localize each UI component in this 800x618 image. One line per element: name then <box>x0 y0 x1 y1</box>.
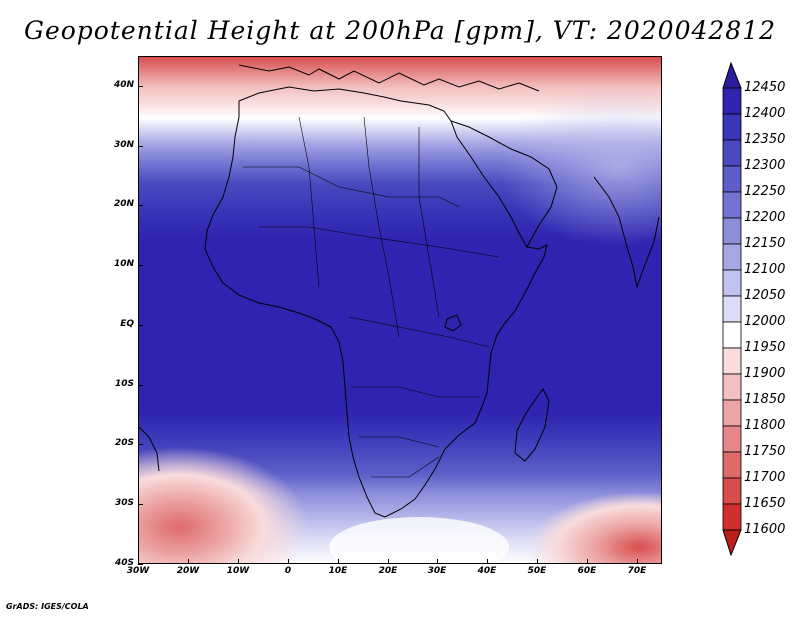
colorbar-level-label: 12350 <box>744 132 786 147</box>
colorbar-swatch <box>722 503 742 531</box>
colorbar-level-label: 12450 <box>744 80 786 95</box>
colorbar-level-label: 12400 <box>744 106 786 121</box>
colorbar-swatch <box>722 347 742 375</box>
lon-tick-mark <box>238 559 239 564</box>
lat-tick-label: 10N <box>113 259 134 269</box>
trough-northeast <box>499 87 661 247</box>
lon-tick-mark <box>587 559 588 564</box>
lat-tick-mark <box>138 325 143 326</box>
country-borders <box>243 116 500 478</box>
colorbar-swatch <box>722 269 742 297</box>
colorbar-level-label: 11700 <box>744 470 786 485</box>
map-panel <box>138 56 662 564</box>
lon-tick-mark <box>437 559 438 564</box>
lake-victoria <box>444 314 462 332</box>
lat-tick-label: EQ <box>120 319 134 329</box>
colorbar-swatch <box>722 477 742 505</box>
lon-tick-mark <box>537 559 538 564</box>
lon-tick-mark <box>338 559 339 564</box>
lat-tick-mark <box>138 86 143 87</box>
colorbar-swatch <box>722 87 742 115</box>
lon-tick-label: 0 <box>284 566 292 576</box>
lat-tick-label: 30N <box>113 140 134 150</box>
lat-tick-label: 10S <box>114 379 134 389</box>
low-height-region-southeast <box>529 492 661 563</box>
colorbar-level-label: 11900 <box>744 366 786 381</box>
colorbar-swatch <box>722 113 742 141</box>
low-height-region-southwest <box>139 447 309 563</box>
madagascar-coastline <box>514 388 550 462</box>
geopotential-field-map <box>139 57 661 563</box>
arabia-coastline <box>450 120 558 248</box>
lon-tick-label: 40E <box>477 566 497 576</box>
colorbar-min-triangle <box>722 529 742 556</box>
colorbar-level-label: 12000 <box>744 314 786 329</box>
lat-tick-mark <box>138 444 143 445</box>
colorbar-swatch <box>722 399 742 427</box>
colorbar-level-label: 12100 <box>744 262 786 277</box>
colorbar-level-label: 12150 <box>744 236 786 251</box>
lat-tick-mark <box>138 205 143 206</box>
lon-tick-mark <box>288 559 289 564</box>
colorbar-max-triangle <box>722 62 742 89</box>
ridge-south-atlantic <box>329 517 509 563</box>
colorbar-level-label: 11850 <box>744 392 786 407</box>
colorbar-level-label: 11950 <box>744 340 786 355</box>
colorbar <box>722 62 742 556</box>
india-coastline <box>593 176 660 289</box>
lon-tick-label: 10E <box>328 566 348 576</box>
lat-tick-mark <box>138 564 143 565</box>
colorbar-swatch <box>722 243 742 271</box>
south-america-coastline <box>139 426 160 472</box>
colorbar-level-label: 12300 <box>744 158 786 173</box>
chart-title: Geopotential Height at 200hPa [gpm], VT:… <box>23 16 777 45</box>
colorbar-swatch <box>722 295 742 323</box>
lat-tick-label: 40N <box>113 80 134 90</box>
lon-tick-label: 30E <box>427 566 447 576</box>
colorbar-level-label: 11750 <box>744 444 786 459</box>
lat-tick-mark <box>138 504 143 505</box>
colorbar-swatch <box>722 165 742 193</box>
software-credit: GrADS: IGES/COLA <box>6 602 89 611</box>
colorbar-swatch <box>722 139 742 167</box>
lat-tick-mark <box>138 385 143 386</box>
lat-tick-mark <box>138 146 143 147</box>
colorbar-level-label: 12200 <box>744 210 786 225</box>
coastlines <box>139 64 660 518</box>
colorbar-level-label: 11600 <box>744 522 786 537</box>
colorbar-swatch <box>722 191 742 219</box>
colorbar-swatch <box>722 451 742 479</box>
lon-tick-label: 10W <box>226 566 250 576</box>
colorbar-swatch <box>722 425 742 453</box>
colorbar-swatch <box>722 321 742 349</box>
colorbar-swatch <box>722 217 742 245</box>
colorbar-swatch <box>722 373 742 401</box>
colorbar-level-label: 11650 <box>744 496 786 511</box>
lat-tick-mark <box>138 265 143 266</box>
lat-tick-label: 20S <box>114 438 134 448</box>
colorbar-level-label: 12250 <box>744 184 786 199</box>
lon-tick-mark <box>138 559 139 564</box>
lon-tick-mark <box>487 559 488 564</box>
lat-tick-label: 20N <box>113 199 134 209</box>
lon-tick-label: 70E <box>627 566 647 576</box>
lon-tick-label: 50E <box>527 566 547 576</box>
europe-coastline <box>238 64 540 92</box>
lat-tick-label: 30S <box>114 498 134 508</box>
colorbar-level-label: 11800 <box>744 418 786 433</box>
lat-tick-label: 40S <box>114 558 134 568</box>
colorbar-level-label: 12050 <box>744 288 786 303</box>
lon-tick-mark <box>388 559 389 564</box>
lon-tick-mark <box>637 559 638 564</box>
lon-tick-label: 20W <box>176 566 200 576</box>
lon-tick-label: 30W <box>126 566 150 576</box>
africa-coastline <box>204 86 548 518</box>
lon-tick-label: 20E <box>378 566 398 576</box>
lon-tick-mark <box>188 559 189 564</box>
lon-tick-label: 60E <box>577 566 597 576</box>
